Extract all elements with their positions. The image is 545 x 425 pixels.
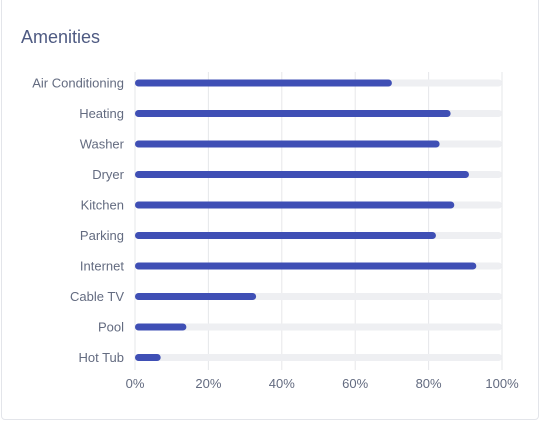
grid-lines bbox=[134, 72, 503, 370]
bar bbox=[135, 293, 257, 300]
bar bbox=[135, 232, 436, 239]
card-title: Amenities bbox=[21, 27, 101, 47]
bar bbox=[135, 79, 392, 87]
x-tick-label: 80% bbox=[416, 376, 442, 391]
bar-tracks bbox=[135, 79, 502, 361]
x-tick-label: 40% bbox=[269, 376, 295, 391]
bar bbox=[135, 110, 451, 117]
bar-track bbox=[135, 354, 502, 361]
x-axis-tick-labels: 0% 20% 40% 60% 80% 100% bbox=[126, 376, 519, 391]
category-label: Hot Tub bbox=[78, 350, 124, 365]
x-tick-label: 100% bbox=[485, 376, 519, 391]
category-label: Cable TV bbox=[70, 289, 124, 304]
category-label: Washer bbox=[80, 137, 125, 152]
category-label: Parking bbox=[80, 228, 124, 243]
category-label: Dryer bbox=[92, 167, 124, 182]
bar bbox=[135, 201, 455, 209]
x-tick-label: 60% bbox=[342, 376, 368, 391]
category-label: Kitchen bbox=[81, 198, 124, 213]
category-label: Air Conditioning bbox=[32, 76, 124, 91]
category-label: Internet bbox=[80, 259, 124, 274]
category-labels: Air Conditioning Heating Washer Dryer Kitche… bbox=[32, 76, 124, 366]
bar bbox=[135, 140, 440, 148]
amenities-card bbox=[1, 0, 539, 420]
bar-track bbox=[135, 323, 502, 331]
x-tick-label: 20% bbox=[195, 376, 221, 391]
category-label: Pool bbox=[98, 320, 124, 335]
x-tick-label: 0% bbox=[126, 376, 145, 391]
bar bbox=[135, 171, 469, 178]
bars bbox=[135, 79, 477, 361]
bar bbox=[135, 262, 477, 270]
bar bbox=[135, 323, 187, 331]
bar bbox=[135, 354, 161, 361]
category-label: Heating bbox=[79, 106, 124, 121]
